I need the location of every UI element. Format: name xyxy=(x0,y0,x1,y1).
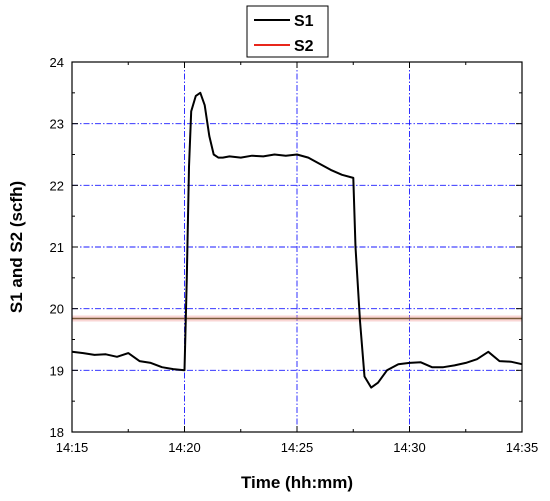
x-tick-label: 14:20 xyxy=(168,440,201,455)
y-tick-label: 24 xyxy=(50,55,64,70)
x-axis-title: Time (hh:mm) xyxy=(241,473,353,492)
tick-labels: 14:15 14:20 14:25 14:30 14:35 18 19 20 21 22 23 24 xyxy=(50,55,539,455)
y-tick-label: 22 xyxy=(50,178,64,193)
y-tick-label: 21 xyxy=(50,240,64,255)
y-tick-label: 23 xyxy=(50,117,64,132)
y-tick-label: 18 xyxy=(50,425,64,440)
x-tick-label: 14:15 xyxy=(56,440,89,455)
grid xyxy=(72,62,522,432)
y-axis-title: S1 and S2 (scfh) xyxy=(7,181,26,313)
ticks xyxy=(71,61,523,433)
x-tick-label: 14:35 xyxy=(506,440,539,455)
legend-label-s1: S1 xyxy=(294,13,314,30)
x-tick-label: 14:25 xyxy=(281,440,314,455)
x-tick-label: 14:30 xyxy=(393,440,426,455)
series-s1-line xyxy=(71,91,523,389)
legend: S1 S2 xyxy=(246,5,329,58)
legend-box xyxy=(246,5,329,58)
legend-label-s2: S2 xyxy=(294,38,314,55)
y-tick-label: 19 xyxy=(50,363,64,378)
series-layer xyxy=(71,91,523,389)
y-tick-label: 20 xyxy=(50,302,64,317)
